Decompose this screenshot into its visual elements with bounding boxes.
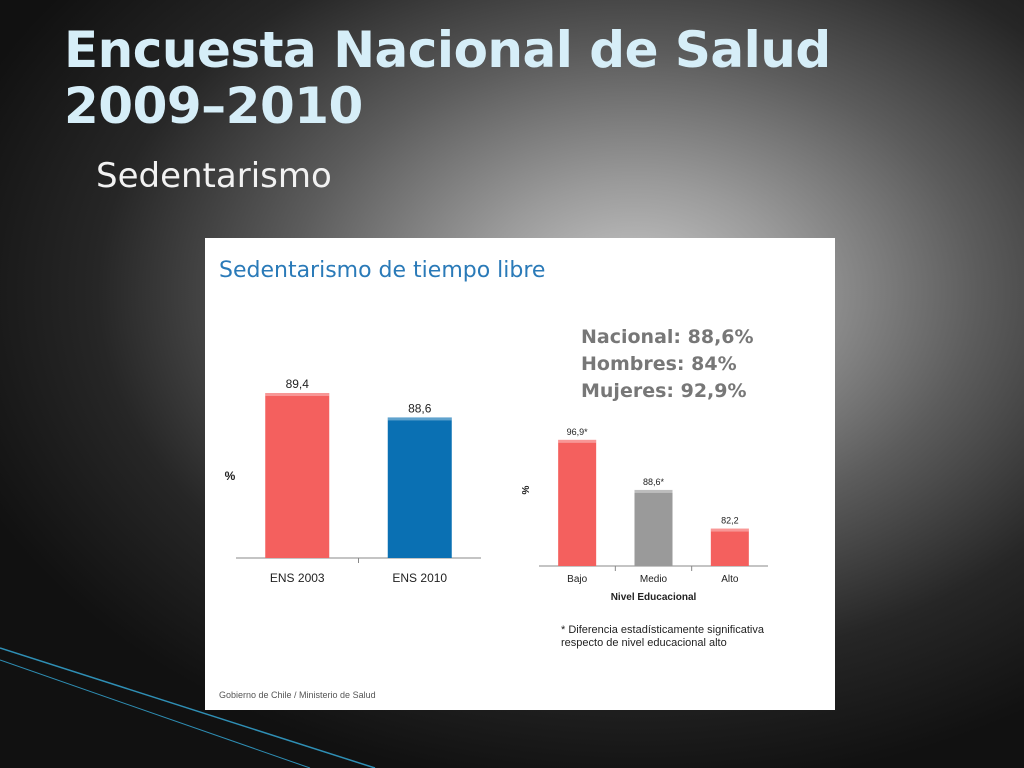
- category-label-alto: Alto: [721, 574, 739, 585]
- chart-ens-comparison: 89,4 ENS 2003 88,6 ENS 2010%: [225, 377, 481, 585]
- footer-source: Gobierno de Chile / Ministerio de Salud: [219, 690, 376, 700]
- bar-medio: [634, 489, 673, 566]
- bar-ens-2010: [387, 417, 452, 558]
- category-label-ens-2010: ENS 2010: [392, 571, 447, 585]
- bar-ens-2003: [265, 392, 330, 558]
- flag-logo-top: [787, 238, 833, 296]
- data-label-medio: 88,6*: [643, 477, 665, 487]
- slide-title: Encuesta Nacional de Salud 2009–2010: [64, 22, 831, 134]
- bar-highlight: [387, 417, 452, 421]
- footnote: * Diferencia estadísticamente significat…: [561, 624, 821, 650]
- slide-title-line-2: 2009–2010: [64, 77, 363, 135]
- slide-title-line-1: Encuesta Nacional de Salud: [64, 21, 831, 79]
- footnote-line-2: respecto de nivel educacional alto: [561, 637, 727, 649]
- flag-blue-stripe: [787, 238, 808, 296]
- footnote-line-1: * Diferencia estadísticamente significat…: [561, 624, 764, 636]
- chart-panel: Sedentarismo de tiempo libre Nacional: 8…: [205, 238, 835, 710]
- data-label-ens-2010: 88,6: [408, 401, 432, 415]
- bar-highlight: [265, 392, 330, 396]
- summary-mujeres: Mujeres: 92,9%: [581, 380, 747, 402]
- summary-hombres: Hombres: 84%: [581, 353, 737, 375]
- bar-highlight: [634, 489, 673, 493]
- bar-alto: [710, 528, 749, 566]
- category-label-ens-2003: ENS 2003: [270, 571, 325, 585]
- x-axis-title: Nivel Educacional: [611, 592, 697, 603]
- summary-stats: Nacional: 88,6% Hombres: 84% Mujeres: 92…: [581, 324, 754, 405]
- flag-red-stripe: [810, 238, 833, 296]
- y-axis-label: %: [225, 469, 236, 483]
- data-label-bajo: 96,9*: [567, 427, 589, 437]
- chart-nivel-educacional: 96,9* Bajo 88,6* Medio 82,2 Alto% Nivel Educac…: [521, 427, 768, 603]
- slide-subtitle: Sedentarismo: [96, 156, 332, 196]
- data-label-ens-2003: 89,4: [286, 377, 310, 391]
- category-label-bajo: Bajo: [567, 574, 587, 585]
- bar-bajo: [558, 439, 597, 566]
- data-label-alto: 82,2: [721, 516, 739, 526]
- y-axis-label: %: [521, 485, 532, 494]
- bar-highlight: [558, 439, 597, 443]
- summary-nacional: Nacional: 88,6%: [581, 326, 754, 348]
- panel-title: Sedentarismo de tiempo libre: [219, 258, 546, 283]
- category-label-medio: Medio: [640, 574, 668, 585]
- bar-highlight: [710, 528, 749, 532]
